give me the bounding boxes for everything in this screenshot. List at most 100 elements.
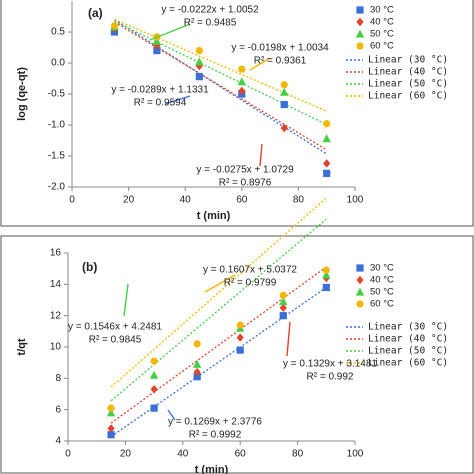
marker bbox=[106, 408, 116, 417]
marker bbox=[280, 81, 288, 89]
x-axis-title: t (min) bbox=[195, 464, 229, 474]
marker bbox=[107, 431, 115, 439]
annotation: y = -0.0222x + 1.0052 bbox=[161, 5, 259, 16]
annotation-arrow bbox=[249, 57, 271, 71]
legend-label: Linear (50 °C) bbox=[368, 346, 448, 357]
marker bbox=[193, 373, 201, 381]
x-tick-label: 20 bbox=[123, 195, 135, 206]
marker bbox=[322, 270, 331, 279]
trend-line bbox=[110, 218, 327, 402]
x-tick-label: 80 bbox=[293, 195, 305, 206]
y-tick-label: 8 bbox=[55, 373, 61, 384]
legend-label: 40 °C bbox=[370, 17, 394, 28]
annotation: y = -0.0198x + 1.0034 bbox=[231, 43, 329, 54]
y-tick-label: 6 bbox=[55, 404, 61, 415]
legend-label: Linear (60 °C) bbox=[368, 91, 448, 102]
trend-line bbox=[114, 20, 327, 126]
legend-label: 50 °C bbox=[370, 287, 394, 298]
annotation: y = 0.1607x + 5.0372 bbox=[203, 265, 297, 276]
marker bbox=[150, 385, 158, 394]
annotation: R² = 0.9845 bbox=[89, 335, 142, 346]
y-tick-label: -2.0 bbox=[48, 182, 66, 193]
annotation: y = -0.0275x + 1.0729 bbox=[196, 165, 294, 176]
marker bbox=[279, 303, 287, 313]
x-tick-label: 0 bbox=[69, 195, 75, 206]
marker bbox=[193, 340, 201, 348]
annotation: R² = 0.9485 bbox=[184, 18, 237, 29]
legend-label: 30 °C bbox=[370, 5, 394, 16]
legend-label: Linear (40 °C) bbox=[368, 67, 448, 78]
marker bbox=[323, 120, 331, 128]
y-tick-label: 4 bbox=[55, 436, 61, 447]
x-tick-label: 100 bbox=[347, 195, 364, 206]
annotation: R² = 0.9992 bbox=[189, 430, 242, 441]
marker bbox=[322, 283, 330, 292]
annotation: y = 0.1329x + 3.1481 bbox=[283, 359, 377, 370]
y-tick-label: 16 bbox=[50, 248, 62, 259]
marker bbox=[195, 47, 203, 55]
marker bbox=[356, 17, 364, 27]
legend-label: Linear (30 °C) bbox=[368, 55, 448, 66]
y-tick-label: -0.5 bbox=[48, 89, 66, 100]
y-tick-label: -1.0 bbox=[48, 120, 66, 131]
marker bbox=[238, 65, 246, 73]
marker bbox=[280, 87, 289, 96]
x-tick-label: 80 bbox=[292, 449, 304, 460]
marker bbox=[280, 123, 288, 133]
annotation: R² = 0.9799 bbox=[224, 278, 277, 289]
marker bbox=[279, 312, 287, 320]
marker bbox=[107, 424, 115, 433]
panel-label: (a) bbox=[88, 6, 103, 20]
legend-label: 60 °C bbox=[370, 299, 394, 310]
x-tick-label: 20 bbox=[120, 449, 132, 460]
marker bbox=[355, 29, 365, 38]
trend-line bbox=[110, 266, 327, 424]
annotation-arrow bbox=[149, 23, 191, 41]
trend-line bbox=[114, 21, 328, 151]
panel-frame bbox=[0, 0, 474, 227]
annotation: R² = 0.992 bbox=[307, 372, 354, 383]
x-tick-label: 40 bbox=[177, 449, 189, 460]
x-tick-label: 60 bbox=[236, 195, 248, 206]
legend-label: Linear (40 °C) bbox=[368, 334, 448, 345]
annotation-arrow bbox=[167, 409, 176, 421]
x-tick-label: 40 bbox=[180, 195, 192, 206]
annotation: y = 0.1546x + 4.2481 bbox=[68, 322, 162, 333]
trend-line bbox=[114, 18, 327, 112]
marker bbox=[323, 159, 331, 168]
marker bbox=[195, 73, 203, 81]
legend-label: Linear (50 °C) bbox=[368, 79, 448, 90]
marker bbox=[356, 275, 364, 285]
legend-label: 50 °C bbox=[370, 29, 394, 40]
panel-frame bbox=[0, 235, 474, 474]
marker bbox=[323, 169, 331, 177]
x-tick-label: 0 bbox=[65, 449, 71, 460]
y-axis-title: log (qe-qt) bbox=[16, 67, 28, 121]
marker bbox=[238, 86, 246, 96]
annotation: R² = 0.9361 bbox=[254, 56, 307, 67]
marker bbox=[279, 297, 288, 306]
legend-label: Linear (30 °C) bbox=[368, 322, 448, 333]
marker bbox=[195, 57, 204, 66]
marker bbox=[153, 47, 161, 55]
marker bbox=[193, 367, 201, 377]
annotation-arrow bbox=[286, 321, 291, 357]
y-tick-label: 12 bbox=[50, 310, 62, 321]
marker bbox=[236, 333, 244, 342]
annotation: y = -0.0289x + 1.1331 bbox=[111, 85, 209, 96]
annotation-arrow bbox=[259, 143, 263, 167]
marker bbox=[322, 266, 330, 274]
marker bbox=[150, 404, 158, 412]
marker bbox=[149, 370, 159, 379]
marker bbox=[236, 321, 244, 329]
marker bbox=[322, 134, 331, 143]
legend-label: Linear (60 °C) bbox=[368, 358, 448, 369]
x-tick-label: 60 bbox=[235, 449, 247, 460]
legend-label: 40 °C bbox=[370, 275, 394, 286]
marker bbox=[110, 22, 119, 30]
annotation-arrow bbox=[123, 283, 129, 317]
marker bbox=[356, 264, 364, 272]
marker bbox=[150, 357, 158, 365]
annotation: y = 0.1269x + 2.3776 bbox=[168, 417, 262, 428]
